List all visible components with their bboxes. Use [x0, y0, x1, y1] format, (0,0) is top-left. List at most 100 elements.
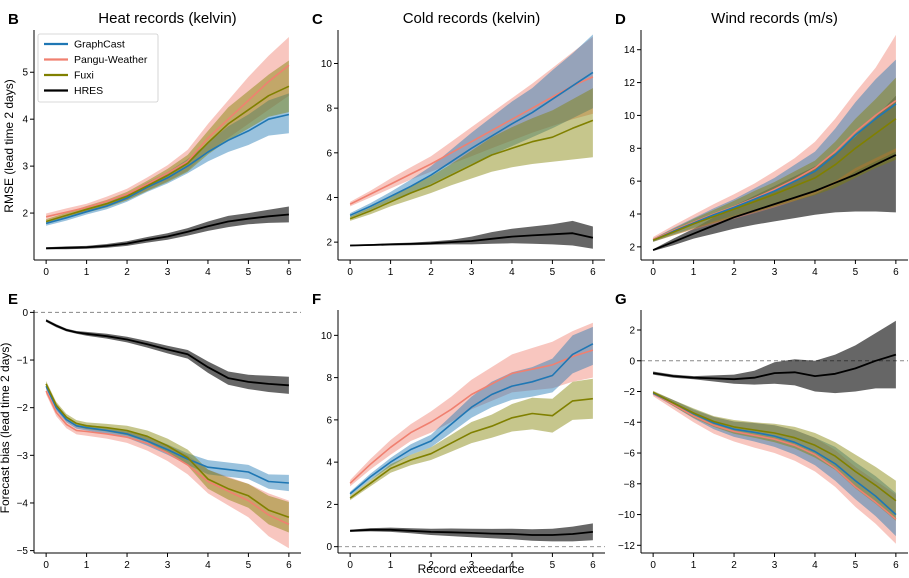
legend-label-fuxi: Fuxi: [74, 70, 94, 82]
x-tick-label: 6: [893, 560, 899, 571]
legend-frame: [37, 33, 159, 103]
line-hres: [350, 528, 593, 536]
line-fuxi: [349, 119, 594, 220]
x-tick-label: 1: [691, 267, 697, 278]
y-tick-label: 6: [326, 148, 332, 159]
x-tick-label: 4: [205, 267, 211, 278]
band-hres: [46, 206, 289, 250]
x-tick-label: 4: [812, 560, 818, 571]
panel-title: Cold records (kelvin): [403, 10, 541, 27]
x-tick-label: 0: [650, 267, 656, 278]
x-tick-label: 5: [853, 267, 859, 278]
y-tick-label: 4: [629, 210, 635, 221]
x-tick-label: 6: [590, 560, 596, 571]
x-tick-label: 5: [853, 560, 859, 571]
y-tick-label: −5: [17, 546, 29, 557]
y-tick-label: 4: [326, 458, 332, 469]
line-panguweather: [349, 76, 594, 205]
panel-b: B Heat records (kelvin) 0 1 2 3 4 5 6 2 3 4 5: [8, 10, 301, 278]
x-tick-label: 2: [124, 560, 130, 571]
line-graphcast: [45, 385, 289, 484]
panel-g: G 0 1 2 3 4 5 6 −12 −10 −8 −6 −4 −2 0 2: [615, 291, 908, 571]
legend-label-panguweather: Pangu-Weather: [74, 54, 148, 66]
x-tick-label: 5: [550, 267, 556, 278]
x-tick-label: 6: [286, 267, 292, 278]
band-graphcast: [46, 93, 289, 226]
panel-c: C Cold records (kelvin) 0 1 2 3 4 5 6 2 4 6 8 10: [312, 10, 605, 278]
x-tick-label: 3: [165, 560, 171, 571]
x-tick-label: 1: [388, 267, 394, 278]
y-tick-label: −3: [17, 451, 29, 462]
y-tick-label: 2: [629, 242, 635, 253]
y-tick-label: −1: [17, 356, 29, 367]
x-tick-label: 6: [590, 267, 596, 278]
line-graphcast: [652, 103, 897, 242]
band-panguweather: [653, 391, 896, 544]
x-tick-label: 1: [691, 560, 697, 571]
line-panguweather: [45, 390, 290, 526]
line-graphcast: [45, 113, 290, 225]
line-fuxi: [652, 118, 897, 242]
x-tick-label: 0: [347, 267, 353, 278]
y-tick-label: 4: [326, 193, 332, 204]
legend-label-graphcast: GraphCast: [74, 39, 125, 51]
line-hres: [46, 213, 289, 250]
y-tick-label: 6: [629, 177, 635, 188]
band-panguweather: [350, 322, 593, 487]
y-tick-label: −2: [624, 387, 636, 398]
panel-letter: F: [312, 291, 321, 308]
line-panguweather: [349, 349, 594, 484]
band-panguweather: [653, 34, 896, 242]
y-tick-label: 10: [321, 59, 333, 70]
line-hres: [652, 353, 897, 381]
band-graphcast: [350, 34, 593, 218]
x-tick-label: 5: [246, 560, 252, 571]
y-tick-label: 8: [326, 373, 332, 384]
y-tick-label: −4: [624, 418, 636, 429]
line-fuxi: [45, 383, 290, 519]
y-tick-label: 6: [326, 415, 332, 426]
x-tick-label: 6: [286, 560, 292, 571]
line-graphcast: [349, 71, 594, 217]
line-hres: [652, 154, 897, 251]
band-panguweather: [350, 36, 593, 207]
x-tick-label: 6: [893, 267, 899, 278]
x-tick-label: 4: [205, 560, 211, 571]
band-graphcast: [653, 59, 896, 242]
y-tick-label: 2: [629, 325, 635, 336]
x-tick-label: 4: [812, 267, 818, 278]
x-tick-label: 4: [509, 560, 515, 571]
band-hres: [653, 95, 896, 251]
y-tick-label: 8: [326, 104, 332, 115]
x-tick-label: 5: [550, 560, 556, 571]
panel-letter: D: [615, 11, 626, 28]
panel-letter: B: [8, 11, 19, 28]
x-tick-label: 2: [124, 267, 130, 278]
y-tick-label: −10: [618, 510, 635, 521]
x-tick-label: 1: [388, 560, 394, 571]
y-tick-label: 3: [22, 162, 28, 173]
line-hres: [350, 232, 594, 247]
band-graphcast: [653, 391, 896, 537]
y-tick-label: −6: [624, 449, 636, 460]
x-tick-label: 0: [347, 560, 353, 571]
band-fuxi: [350, 88, 593, 221]
y-tick-label: 2: [22, 209, 28, 220]
x-tick-label: 1: [84, 267, 90, 278]
band-fuxi: [46, 381, 289, 533]
panel-letter: C: [312, 11, 323, 28]
line-hres: [45, 319, 289, 387]
y-tick-label: 12: [624, 78, 636, 89]
line-fuxi: [45, 85, 290, 223]
panel-e: E0 1 2 3 4 5 6−5−4−3−2−10: [8, 291, 301, 571]
x-tick-label: 4: [509, 267, 515, 278]
x-tick-label: 2: [731, 560, 737, 571]
x-tick-label: 5: [246, 267, 252, 278]
band-panguweather: [46, 37, 289, 221]
row-ylabel-bias: Forecast bias (lead time 2 days): [0, 343, 12, 514]
x-tick-label: 2: [731, 267, 737, 278]
shared-xlabel: Record exceedance: [418, 562, 525, 576]
